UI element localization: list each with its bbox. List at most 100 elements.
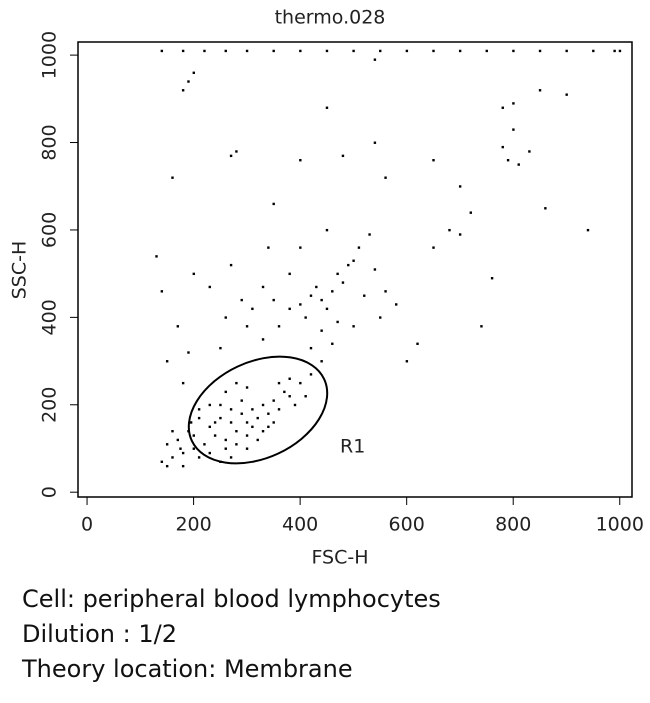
- point: [395, 303, 398, 306]
- point: [171, 176, 174, 179]
- point: [267, 425, 270, 429]
- point: [320, 298, 323, 302]
- caption-line: Cell: peripheral blood lymphocytes: [22, 585, 441, 613]
- point: [208, 425, 211, 429]
- point: [219, 403, 222, 407]
- point: [272, 49, 275, 53]
- point: [458, 233, 462, 236]
- point: [189, 421, 193, 424]
- point: [480, 325, 483, 328]
- point: [299, 303, 302, 306]
- point: [288, 307, 291, 311]
- point: [229, 263, 233, 267]
- x-tick-label: 1000: [596, 514, 644, 536]
- point: [245, 325, 249, 328]
- point: [517, 163, 520, 166]
- point: [272, 399, 275, 402]
- point: [490, 277, 494, 280]
- point: [336, 272, 339, 276]
- point: [325, 228, 329, 232]
- point: [165, 443, 169, 446]
- point: [192, 447, 195, 450]
- point: [240, 298, 243, 302]
- point: [245, 447, 249, 450]
- point: [261, 338, 265, 341]
- point: [373, 58, 377, 61]
- point: [213, 421, 217, 424]
- point: [379, 49, 382, 53]
- point: [618, 49, 622, 53]
- point: [251, 307, 254, 311]
- point: [213, 434, 217, 437]
- point: [165, 464, 169, 468]
- point: [528, 150, 531, 153]
- point: [229, 456, 233, 459]
- point: [538, 89, 542, 92]
- point: [235, 150, 238, 153]
- point: [224, 49, 227, 53]
- point: [224, 390, 227, 394]
- point: [245, 421, 249, 424]
- y-axis-label: SSC-H: [9, 241, 31, 300]
- point: [458, 49, 462, 53]
- point: [363, 294, 366, 297]
- point: [331, 290, 334, 293]
- x-tick-label: 200: [175, 514, 211, 536]
- point: [309, 373, 313, 376]
- y-tick-label: 400: [39, 299, 61, 335]
- point: [352, 325, 355, 328]
- chart-title: thermo.028: [275, 7, 386, 29]
- point: [272, 202, 275, 206]
- point: [187, 351, 190, 354]
- point: [181, 49, 185, 53]
- point: [288, 395, 291, 398]
- y-tick-label: 1000: [39, 31, 61, 79]
- point: [357, 246, 361, 249]
- point: [277, 325, 281, 328]
- point: [160, 49, 164, 53]
- point: [469, 211, 472, 214]
- plot-frame: [77, 41, 633, 498]
- point: [224, 316, 227, 319]
- point: [325, 106, 329, 109]
- point: [405, 49, 409, 53]
- x-tick-label: 600: [389, 514, 425, 536]
- point: [288, 377, 291, 380]
- point: [203, 49, 206, 53]
- point: [373, 268, 377, 271]
- point: [229, 154, 233, 158]
- x-tick-label: 400: [282, 514, 318, 536]
- point: [229, 408, 233, 411]
- point: [155, 255, 158, 258]
- point: [197, 408, 201, 411]
- point: [347, 263, 350, 267]
- point: [267, 412, 270, 415]
- point: [181, 451, 185, 455]
- point: [208, 403, 211, 407]
- point: [485, 49, 488, 53]
- point: [179, 447, 182, 450]
- point: [336, 320, 339, 324]
- point: [256, 416, 259, 420]
- point: [272, 298, 275, 302]
- gate-r1: [187, 355, 329, 465]
- point: [565, 49, 568, 53]
- y-tick-label: 200: [39, 387, 61, 423]
- point: [187, 430, 190, 433]
- point: [197, 456, 201, 459]
- point: [458, 185, 462, 188]
- point: [341, 154, 345, 158]
- point: [197, 416, 201, 420]
- point: [219, 460, 222, 463]
- point: [592, 49, 595, 53]
- point: [240, 399, 243, 402]
- point: [256, 438, 259, 442]
- point: [251, 425, 254, 429]
- point: [384, 290, 387, 293]
- point: [309, 346, 313, 350]
- point: [293, 403, 297, 407]
- point: [586, 228, 590, 232]
- point: [384, 176, 387, 179]
- point: [352, 49, 355, 53]
- point: [331, 342, 334, 345]
